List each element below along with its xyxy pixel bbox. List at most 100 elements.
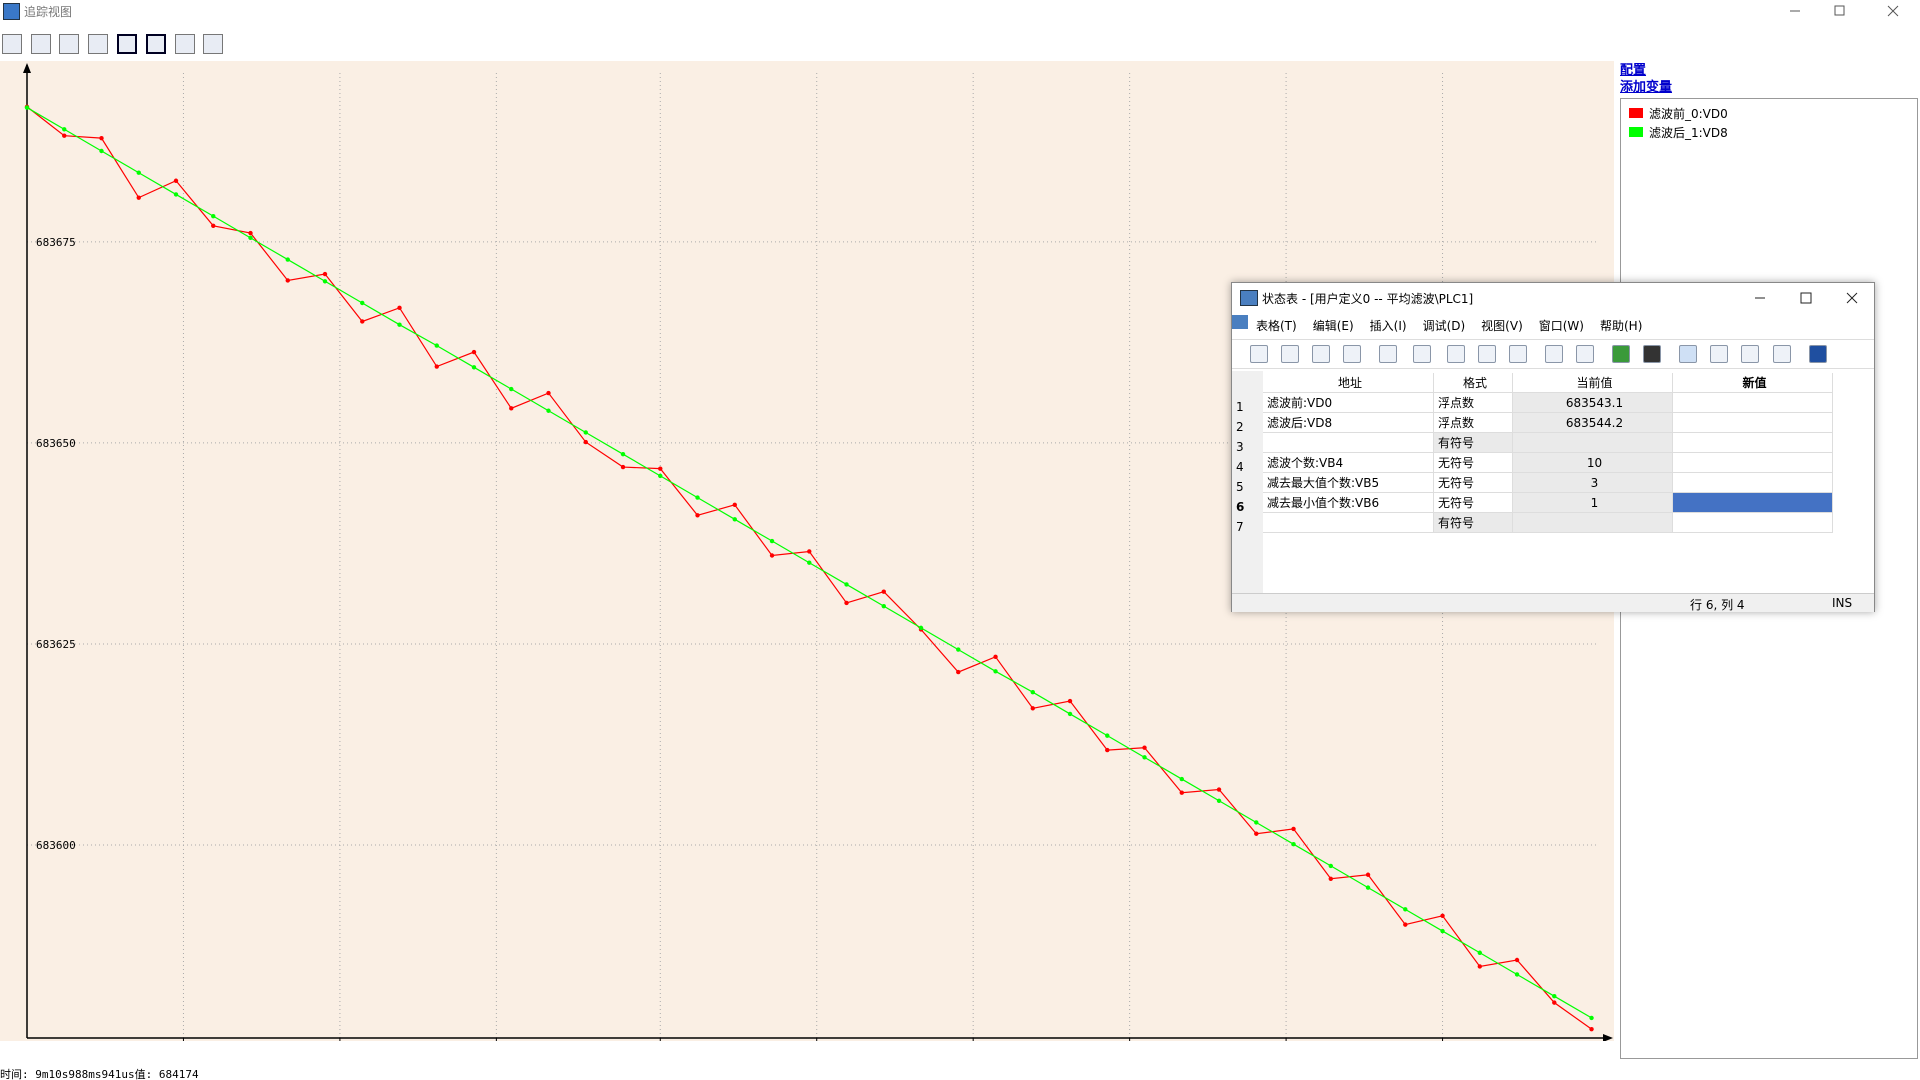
tool-button[interactable] xyxy=(146,34,166,54)
data-point xyxy=(136,170,141,175)
data-point xyxy=(1067,698,1073,704)
data-point xyxy=(1514,972,1520,977)
add-variable-link[interactable]: 添加变量 xyxy=(1620,80,1673,95)
data-point xyxy=(509,386,514,392)
tool-button[interactable] xyxy=(31,34,51,54)
window-controls[interactable] xyxy=(1755,291,1865,305)
data-point xyxy=(881,603,886,609)
data-point xyxy=(695,495,700,500)
column-header: 格式 xyxy=(1434,373,1513,393)
lock-button[interactable] xyxy=(1809,345,1827,363)
data-point xyxy=(769,553,775,558)
tool-button[interactable] xyxy=(1478,345,1496,363)
window-controls[interactable] xyxy=(1790,4,1910,18)
table-cell xyxy=(1513,433,1673,453)
data-point xyxy=(732,502,737,508)
tool-button[interactable] xyxy=(1741,345,1759,363)
tool-button[interactable] xyxy=(1413,345,1431,363)
axis-arrow xyxy=(1603,1034,1613,1041)
data-point xyxy=(173,178,179,183)
menu-item[interactable]: 调试(D) xyxy=(1422,319,1466,333)
data-point xyxy=(211,213,216,219)
legend-swatch xyxy=(1629,108,1643,118)
status-bar: 行 6, 列 4 INS xyxy=(1232,593,1874,612)
cursor-position: 行 6, 列 4 xyxy=(1690,598,1745,612)
new-value-cell[interactable] xyxy=(1673,433,1833,453)
tool-button[interactable] xyxy=(1281,345,1299,363)
tool-button[interactable] xyxy=(117,34,137,54)
row-number: 7 xyxy=(1236,520,1244,534)
data-point xyxy=(1067,711,1073,717)
table-cell xyxy=(1263,513,1434,533)
data-point xyxy=(956,669,961,675)
new-value-cell[interactable] xyxy=(1673,513,1833,533)
table-cell: 浮点数 xyxy=(1434,413,1513,433)
data-point xyxy=(434,343,439,348)
window-title: 状态表 - [用户定义0 -- 平均滤波\PLC1] xyxy=(1262,292,1474,306)
menu-item[interactable]: 视图(V) xyxy=(1481,319,1523,333)
table-cell: 减去最大值个数:VB5 xyxy=(1263,473,1434,493)
table-cell: 10 xyxy=(1513,453,1673,473)
new-value-cell[interactable] xyxy=(1673,413,1833,433)
data-point xyxy=(658,473,663,479)
table-cell: 有符号 xyxy=(1434,513,1513,533)
row-number: 5 xyxy=(1236,480,1244,494)
table-cell: 有符号 xyxy=(1434,433,1513,453)
new-value-cell[interactable] xyxy=(1673,393,1833,413)
pause-button[interactable] xyxy=(1643,345,1661,363)
data-point xyxy=(1365,885,1371,890)
data-point xyxy=(1477,964,1482,969)
data-point xyxy=(322,271,328,277)
y-tick-label: 683675 xyxy=(36,236,76,249)
data-point xyxy=(248,230,253,236)
data-point xyxy=(695,513,700,518)
tool-button[interactable] xyxy=(1447,345,1465,363)
data-point xyxy=(1365,872,1371,877)
new-value-cell[interactable] xyxy=(1673,453,1833,473)
row-number: 3 xyxy=(1236,440,1244,454)
data-point xyxy=(1440,913,1445,918)
y-tick-label: 683625 xyxy=(36,638,76,651)
legend-swatch xyxy=(1629,127,1643,137)
data-point xyxy=(732,517,737,522)
data-point xyxy=(993,654,998,660)
tool-button[interactable] xyxy=(59,34,79,54)
data-point xyxy=(434,364,439,369)
menu-item[interactable]: 编辑(E) xyxy=(1312,319,1354,333)
run-button[interactable] xyxy=(1612,345,1630,363)
tool-button[interactable] xyxy=(1710,345,1728,363)
tool-button[interactable] xyxy=(1312,345,1330,363)
row-number: 4 xyxy=(1236,460,1244,474)
menu-bar: 表格(T) 编辑(E) 插入(I) 调试(D) 视图(V) 窗口(W) 帮助(H) xyxy=(1256,317,1658,334)
tool-button[interactable] xyxy=(1509,345,1527,363)
table-cell: 滤波个数:VB4 xyxy=(1263,453,1434,473)
tool-button[interactable] xyxy=(1343,345,1361,363)
tool-button[interactable] xyxy=(1545,345,1563,363)
data-point xyxy=(397,305,402,311)
data-point xyxy=(1254,820,1259,825)
data-point xyxy=(1552,1000,1557,1005)
tool-button[interactable] xyxy=(175,34,195,54)
menu-item[interactable]: 表格(T) xyxy=(1256,319,1297,333)
tool-button[interactable] xyxy=(1773,345,1791,363)
config-link[interactable]: 配置 xyxy=(1620,63,1647,78)
tool-button[interactable] xyxy=(2,34,22,54)
table-cell xyxy=(1513,513,1673,533)
tool-button[interactable] xyxy=(203,34,223,54)
data-point xyxy=(807,549,812,554)
new-value-cell[interactable] xyxy=(1673,493,1833,513)
tool-button[interactable] xyxy=(1576,345,1594,363)
data-point xyxy=(1477,950,1482,955)
table-cell: 683544.2 xyxy=(1513,413,1673,433)
data-point xyxy=(24,105,30,110)
data-point xyxy=(285,257,290,262)
tool-button[interactable] xyxy=(1679,345,1697,363)
tool-button[interactable] xyxy=(1250,345,1268,363)
menu-item[interactable]: 帮助(H) xyxy=(1599,319,1643,333)
tool-button[interactable] xyxy=(1379,345,1397,363)
menu-item[interactable]: 窗口(W) xyxy=(1538,319,1584,333)
tool-button[interactable] xyxy=(88,34,108,54)
new-value-cell[interactable] xyxy=(1673,473,1833,493)
menu-item[interactable]: 插入(I) xyxy=(1369,319,1407,333)
table-cell: 滤波前:VD0 xyxy=(1263,393,1434,413)
